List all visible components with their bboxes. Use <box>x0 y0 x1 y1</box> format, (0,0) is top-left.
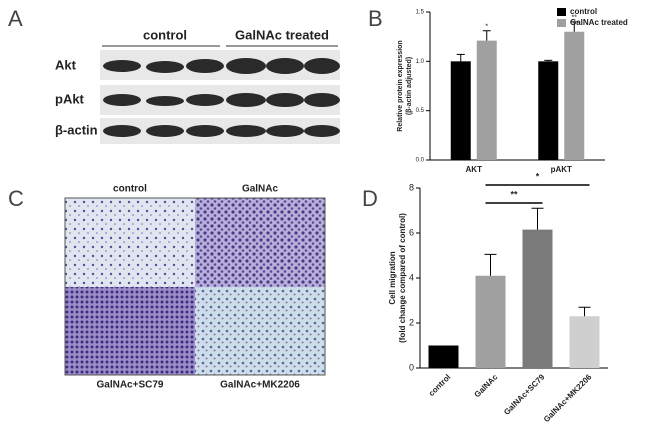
x-tick-label: GalNAc+MK2206 <box>542 372 594 424</box>
y-axis-label: Relative protein expression <box>397 40 404 131</box>
micrograph <box>195 198 325 287</box>
x-tick-label: pAKT <box>551 165 572 174</box>
y-axis-label: (β-actin adjusted) <box>406 57 413 115</box>
y-tick-label: 0.0 <box>416 158 425 164</box>
y-tick-label: 1.5 <box>416 10 425 16</box>
significance: * <box>536 171 540 181</box>
micrograph-label: control <box>113 184 147 195</box>
micrograph-border <box>64 197 326 376</box>
significance: * <box>485 24 488 31</box>
x-tick-label: GalNAc <box>473 372 500 399</box>
panel-label: D <box>362 186 378 211</box>
y-axis-label: (fold change compared of control) <box>398 213 407 343</box>
micrograph <box>195 287 325 375</box>
panel-label: C <box>8 186 24 211</box>
bar <box>538 61 559 161</box>
legend-label: control <box>570 7 597 16</box>
x-tick-label: GalNAc+SC79 <box>502 372 547 417</box>
micrograph <box>65 287 195 375</box>
y-tick-label: 1.0 <box>416 59 425 65</box>
blot-row: Akt <box>55 57 77 72</box>
y-tick-label: 2 <box>409 317 414 327</box>
y-tick-label: 0 <box>409 362 414 372</box>
bar <box>428 345 459 368</box>
y-tick-label: 4 <box>409 272 414 282</box>
blot-group: GalNAc treated <box>235 27 329 42</box>
bands <box>103 58 340 137</box>
y-axis-label: Cell migration <box>388 251 397 304</box>
x-tick-label: AKT <box>466 165 483 174</box>
x-tick-label: control <box>427 373 453 399</box>
bar <box>522 229 553 368</box>
panel-label: B <box>368 6 383 31</box>
micrograph-label: GalNAc <box>242 184 279 195</box>
y-tick-label: 0.5 <box>416 108 425 114</box>
micrograph-label: GalNAc+MK2206 <box>220 380 300 391</box>
blot-row: pAkt <box>55 91 85 106</box>
micrograph-label: GalNAc+SC79 <box>97 380 164 391</box>
legend-label: GalNAc treated <box>570 18 628 27</box>
bar <box>475 275 506 368</box>
legend-swatch <box>557 8 566 16</box>
bar <box>569 316 600 368</box>
bar <box>476 40 497 160</box>
legend-swatch <box>557 19 566 27</box>
bar <box>564 31 585 160</box>
significance: ** <box>572 15 578 22</box>
panel-label: A <box>8 6 23 31</box>
bar <box>450 61 471 161</box>
micrograph <box>65 198 195 287</box>
y-tick-label: 8 <box>409 182 414 192</box>
significance: ** <box>510 189 518 199</box>
blot-group: control <box>143 27 187 42</box>
blot-row: β-actin <box>55 122 98 137</box>
y-tick-label: 6 <box>409 227 414 237</box>
